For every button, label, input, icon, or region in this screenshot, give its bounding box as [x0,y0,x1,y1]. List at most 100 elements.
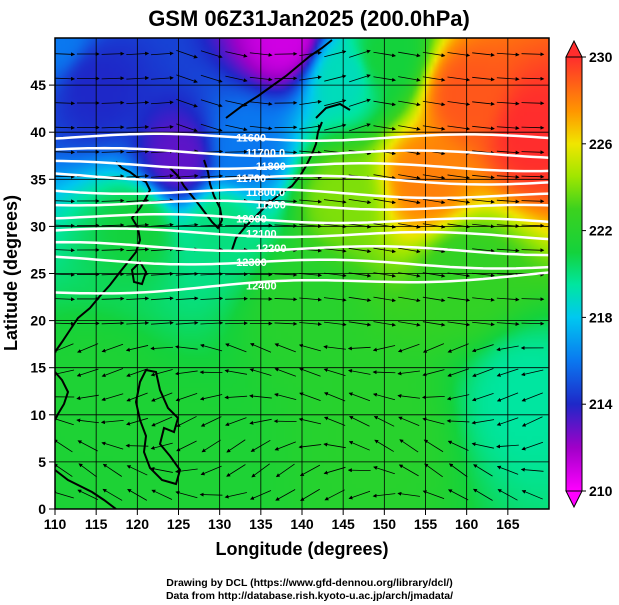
wind-streamline [299,392,321,402]
wind-streamline [373,223,396,229]
wind-streamline [125,345,149,352]
wind-streamline [274,199,298,204]
wind-streamline [520,467,544,472]
wind-streamline [175,392,198,402]
contour-label: 12200 [256,243,287,255]
wind-streamline [373,51,396,58]
chart-title: GSM 06Z31Jan2025 (200.0hPa) [148,6,470,31]
wind-streamline [324,123,347,131]
wind-streamline [398,321,421,327]
wind-streamline [471,442,494,449]
colorbar-tick-label: 226 [589,136,613,152]
wind-streamline [398,247,421,254]
wind-streamline [496,444,519,449]
wind-streamline [101,296,125,301]
wind-streamline [422,343,445,353]
wind-streamline [101,76,125,81]
coast-russia [225,39,333,119]
wind-streamline [471,393,494,402]
wind-streamline [521,248,545,253]
wind-streamline [150,369,173,377]
wind-streamline [225,223,248,228]
x-tick-label: 130 [208,516,232,532]
colorbar-body [565,56,583,492]
wind-streamline [274,343,296,353]
wind-streamline [496,126,520,131]
wind-streamline [348,440,370,451]
wind-streamline [374,439,394,452]
wind-streamline [323,442,346,449]
wind-streamline [447,223,471,229]
y-tick-label: 15 [30,360,46,376]
wind-streamline [151,296,174,301]
wind-streamline [423,439,444,453]
wind-streamline [200,50,223,59]
contour-label: 12300 [236,257,267,269]
y-axis-label: Latitude (degrees) [1,195,21,351]
y-tick-label: 10 [30,407,46,423]
contour-label: 11600 [236,132,266,144]
wind-streamline [372,345,396,352]
wind-streamline [299,124,322,130]
wind-streamline [249,368,272,376]
wind-streamline [421,395,445,400]
wind-streamline [249,490,272,500]
wind-streamline [472,272,495,278]
wind-streamline [200,74,223,83]
wind-streamline [200,99,223,108]
wind-streamline [55,223,76,228]
wind-streamline [496,392,519,402]
wind-streamline [496,77,520,82]
colorbar-ticks: 210 214 218 222 226 230 [582,49,613,499]
wind-streamline [521,490,543,500]
wind-streamline [101,272,125,277]
wind-streamline [151,173,174,178]
wind-streamline [372,392,396,401]
wind-streamline [323,466,346,475]
wind-streamline [471,344,494,353]
wind-streamline [299,464,321,477]
wind-streamline [249,394,272,399]
wind-streamline [55,463,73,477]
wind-streamline [55,199,76,204]
wind-streamline [398,296,421,303]
wind-streamline [447,321,471,327]
wind-streamline [274,441,296,451]
y-tick-label: 0 [38,501,46,517]
wind-streamline [100,419,124,425]
wind-streamline [127,488,148,501]
wind-streamline [78,463,98,478]
wind-streamline [521,150,545,155]
wind-streamline [275,463,295,478]
y-tick-label: 45 [30,77,46,93]
wind-streamline [176,74,198,83]
wind-streamline [447,76,471,82]
wind-streamline [348,321,372,327]
x-tick-label: 165 [496,516,520,532]
contour-label: 11700 [236,173,266,185]
coast-korea [169,159,224,230]
y-tick-label: 35 [30,171,46,187]
wind-streamline [76,368,99,377]
wind-streamline [299,224,322,229]
wind-streamline [126,368,148,377]
wind-streamline [274,223,298,228]
wind-streamline [521,223,545,228]
coast-hainan-vietnam [55,371,70,421]
wind-streamline [496,199,520,204]
wind-streamline [101,368,124,378]
wind-streamline [199,394,223,401]
wind-streamline [126,100,150,105]
wind-streamline [175,370,198,376]
wind-streamline [348,247,372,254]
wind-streamline [373,416,395,427]
grid-lines [55,38,549,509]
wind-streamline [176,50,198,59]
wind-streamline [446,394,470,401]
wind-streamline [150,466,173,473]
x-tick-label: 135 [249,516,273,532]
colorbar-tick-label: 214 [589,396,613,412]
wind-streamline [521,392,543,402]
wind-streamline [274,321,298,326]
